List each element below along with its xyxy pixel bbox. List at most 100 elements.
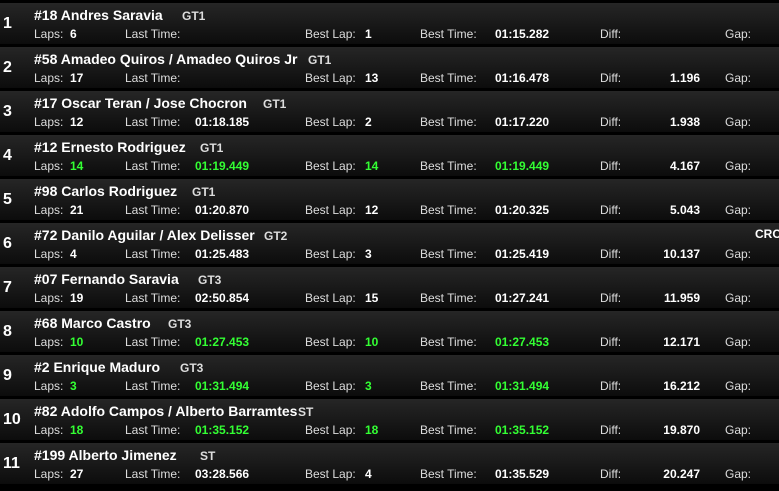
class-badge: GT3 [198,273,222,287]
last-time-label: Last Time: [125,247,181,261]
standings-row[interactable]: 9 #2 Enrique Maduro GT3 Laps: 3 Last Time: 01:… [0,355,779,396]
laps-value: 6 [70,27,77,41]
position-number: 10 [3,411,21,428]
class-badge: ST [200,449,216,463]
last-time-value: 01:18.185 [195,115,250,129]
best-lap-label: Best Lap: [305,71,356,85]
best-lap-label: Best Lap: [305,115,356,129]
class-badge: GT1 [308,53,332,67]
best-time-label: Best Time: [420,291,477,305]
diff-label: Diff: [600,467,622,481]
position-number: 1 [3,15,12,32]
driver-name: #2 Enrique Maduro [34,359,161,375]
laps-label: Laps: [34,203,64,217]
best-lap-value: 3 [365,379,372,393]
last-time-label: Last Time: [125,159,181,173]
standings-row[interactable]: 6 #72 Danilo Aguilar / Alex Delisser GT2 La… [0,223,779,264]
standings-row[interactable]: 7 #07 Fernando Saravia GT3 Laps: 19 Last Time… [0,267,779,308]
last-time-value: 01:27.453 [195,335,250,349]
laps-value: 19 [70,291,84,305]
standings-list: 1 #18 Andres Saravia GT1 Laps: 6 Last Time: Be… [0,3,779,487]
position-number: 8 [3,323,12,340]
best-time-label: Best Time: [420,71,477,85]
standings-row[interactable]: 11 #199 Alberto Jimenez ST Laps: 27 Last Time… [0,443,779,484]
position-number: 11 [3,455,20,472]
best-lap-value: 2 [365,115,372,129]
diff-value: 10.137 [663,247,700,261]
driver-name: #58 Amadeo Quiros / Amadeo Quiros Jr [34,51,298,67]
standings-row[interactable]: 1 #18 Andres Saravia GT1 Laps: 6 Last Time: Be… [0,3,779,44]
last-time-value: 03:28.566 [195,467,250,481]
driver-name: #82 Adolfo Campos / Alberto Barramtes [34,403,298,419]
position-number: 5 [3,191,12,208]
standings-row[interactable]: 3 #17 Oscar Teran / Jose Chocron GT1 Laps: 1… [0,91,779,132]
diff-label: Diff: [600,115,622,129]
best-time-value: 01:25.419 [495,247,550,261]
best-lap-value: 13 [365,71,379,85]
driver-name: #12 Ernesto Rodriguez [34,139,186,155]
best-lap-value: 12 [365,203,379,217]
diff-value: 20.247 [663,467,700,481]
class-badge: GT3 [180,361,204,375]
diff-label: Diff: [600,203,622,217]
diff-value: 11.959 [663,291,700,305]
laps-label: Laps: [34,115,64,129]
best-time-value: 01:17.220 [495,115,550,129]
best-time-value: 01:15.282 [495,27,550,41]
best-time-value: 01:20.325 [495,203,550,217]
best-time-value: 01:27.241 [495,291,550,305]
standings-row[interactable]: 8 #68 Marco Castro GT3 Laps: 10 Last Time: 01:… [0,311,779,352]
best-time-label: Best Time: [420,335,477,349]
standings-row[interactable]: 4 #12 Ernesto Rodriguez GT1 Laps: 14 Last Tim… [0,135,779,176]
standings-row[interactable]: 5 #98 Carlos Rodriguez GT1 Laps: 21 Last Time… [0,179,779,220]
laps-value: 27 [70,467,84,481]
laps-label: Laps: [34,423,64,437]
best-time-label: Best Time: [420,467,477,481]
laps-value: 10 [70,335,84,349]
best-time-value: 01:31.494 [495,379,550,393]
gap-label: Gap: [725,379,752,393]
driver-name: #17 Oscar Teran / Jose Chocron [34,95,247,111]
class-badge: GT1 [182,9,206,23]
best-time-label: Best Time: [420,423,477,437]
best-time-label: Best Time: [420,159,477,173]
diff-label: Diff: [600,379,622,393]
diff-label: Diff: [600,71,622,85]
laps-label: Laps: [34,27,64,41]
best-time-label: Best Time: [420,27,477,41]
diff-label: Diff: [600,247,622,261]
gap-label: Gap: [725,423,752,437]
best-lap-value: 14 [365,159,379,173]
last-time-value: 01:25.483 [195,247,250,261]
driver-name: #98 Carlos Rodriguez [34,183,178,199]
best-lap-value: 3 [365,247,372,261]
diff-label: Diff: [600,291,622,305]
last-time-label: Last Time: [125,27,181,41]
best-lap-label: Best Lap: [305,379,356,393]
best-lap-value: 15 [365,291,379,305]
best-lap-label: Best Lap: [305,27,356,41]
best-lap-label: Best Lap: [305,203,356,217]
position-number: 3 [3,103,12,120]
best-time-label: Best Time: [420,379,477,393]
last-time-value: 01:31.494 [195,379,250,393]
position-number: 4 [3,147,12,164]
class-badge: GT1 [263,97,287,111]
status-code: CRC [755,227,779,241]
position-number: 2 [3,59,12,76]
laps-value: 3 [70,379,77,393]
standings-row[interactable]: 2 #58 Amadeo Quiros / Amadeo Quiros Jr GT1… [0,47,779,88]
class-badge: GT3 [168,317,192,331]
position-number: 9 [3,367,12,384]
last-time-value: 01:35.152 [195,423,250,437]
best-time-label: Best Time: [420,247,477,261]
best-time-label: Best Time: [420,203,477,217]
standings-row[interactable]: 10 #82 Adolfo Campos / Alberto Barramtes S… [0,399,779,440]
best-lap-label: Best Lap: [305,423,356,437]
laps-value: 18 [70,423,84,437]
gap-label: Gap: [725,335,752,349]
gap-label: Gap: [725,115,752,129]
best-time-value: 01:16.478 [495,71,550,85]
last-time-value: 01:20.870 [195,203,250,217]
diff-value: 4.167 [669,159,700,173]
